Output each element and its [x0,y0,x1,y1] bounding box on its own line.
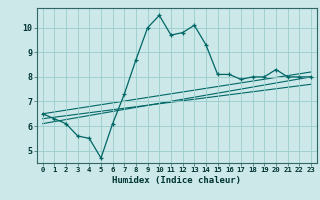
X-axis label: Humidex (Indice chaleur): Humidex (Indice chaleur) [112,176,241,185]
